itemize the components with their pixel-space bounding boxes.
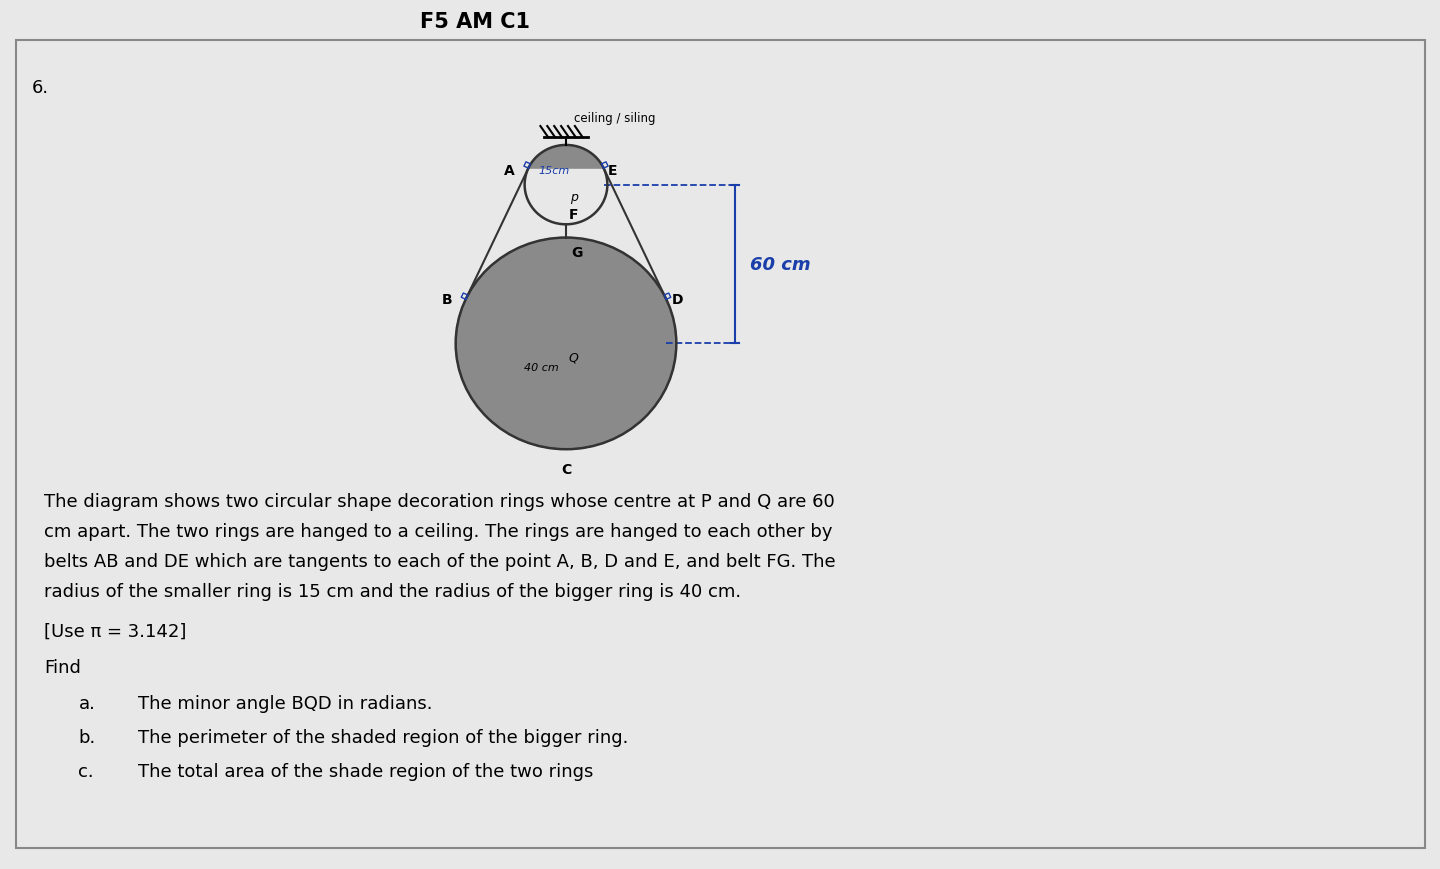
- Text: radius of the smaller ring is 15 cm and the radius of the bigger ring is 40 cm.: radius of the smaller ring is 15 cm and …: [45, 583, 742, 600]
- Polygon shape: [528, 146, 603, 169]
- Text: E: E: [608, 163, 618, 178]
- Text: The perimeter of the shaded region of the bigger ring.: The perimeter of the shaded region of th…: [138, 728, 628, 746]
- Text: c.: c.: [78, 762, 94, 780]
- Text: Find: Find: [45, 659, 81, 676]
- Text: ceiling / siling: ceiling / siling: [575, 112, 655, 125]
- Text: C: C: [560, 463, 572, 477]
- Text: 40 cm: 40 cm: [524, 363, 559, 373]
- Text: The total area of the shade region of the two rings: The total area of the shade region of th…: [138, 762, 593, 780]
- Text: a.: a.: [78, 694, 95, 713]
- Text: belts AB and DE which are tangents to each of the point A, B, D and E, and belt : belts AB and DE which are tangents to ea…: [45, 553, 835, 571]
- Text: 15cm: 15cm: [539, 166, 570, 176]
- Text: 6.: 6.: [32, 79, 49, 96]
- Text: A: A: [504, 163, 514, 178]
- Text: 60 cm: 60 cm: [750, 255, 811, 274]
- Text: cm apart. The two rings are hanged to a ceiling. The rings are hanged to each ot: cm apart. The two rings are hanged to a …: [45, 522, 832, 541]
- Text: F5 AM C1: F5 AM C1: [420, 11, 530, 31]
- Text: [Use π = 3.142]: [Use π = 3.142]: [45, 622, 186, 640]
- Text: G: G: [570, 246, 582, 260]
- Text: The minor angle BQD in radians.: The minor angle BQD in radians.: [138, 694, 432, 713]
- Text: p: p: [570, 191, 577, 204]
- Text: D: D: [672, 293, 684, 307]
- Text: F: F: [569, 209, 579, 222]
- Polygon shape: [455, 238, 677, 449]
- Text: B: B: [441, 293, 452, 307]
- Text: Q: Q: [569, 352, 579, 364]
- Text: b.: b.: [78, 728, 95, 746]
- Text: The diagram shows two circular shape decoration rings whose centre at P and Q ar: The diagram shows two circular shape dec…: [45, 492, 835, 510]
